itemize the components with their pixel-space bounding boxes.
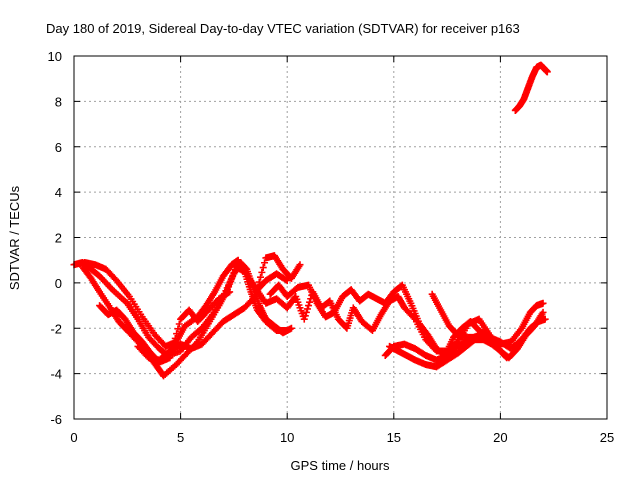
data-point-marker bbox=[287, 324, 295, 332]
data-point-marker bbox=[305, 302, 313, 310]
data-point-marker bbox=[543, 68, 551, 76]
data-point-marker bbox=[258, 268, 266, 276]
y-tick-label: 10 bbox=[48, 49, 62, 64]
data-point-marker bbox=[250, 294, 258, 302]
data-point-marker bbox=[169, 344, 177, 352]
data-point-marker bbox=[173, 330, 181, 338]
data-point-marker bbox=[301, 312, 309, 320]
series-track-5 bbox=[96, 288, 234, 366]
data-point-marker bbox=[541, 315, 549, 323]
data-point-marker bbox=[283, 327, 291, 335]
grid-lines bbox=[74, 56, 607, 419]
data-point-marker bbox=[300, 315, 308, 323]
data-point-marker bbox=[251, 292, 259, 300]
x-tick-label: 5 bbox=[177, 430, 184, 445]
x-tick-label: 15 bbox=[387, 430, 401, 445]
chart-title: Day 180 of 2019, Sidereal Day-to-day VTE… bbox=[46, 21, 520, 36]
plot-frame bbox=[73, 55, 608, 420]
data-point-marker bbox=[303, 305, 311, 313]
data-point-marker bbox=[174, 325, 182, 333]
y-tick-label: 4 bbox=[55, 185, 62, 200]
data-point-marker bbox=[259, 264, 267, 272]
series-track-11 bbox=[511, 61, 551, 114]
tick-labels: 0 5 10 15 20 25 -6 -4 -2 0 2 4 6 8 10 bbox=[48, 49, 615, 445]
data-point-marker bbox=[175, 320, 183, 328]
data-point-marker bbox=[224, 289, 232, 297]
data-point-marker bbox=[282, 276, 290, 284]
x-tick-label: 0 bbox=[70, 430, 77, 445]
y-tick-label: 8 bbox=[55, 94, 62, 109]
y-tick-label: 2 bbox=[55, 231, 62, 246]
data-point-marker bbox=[166, 354, 174, 362]
series-track-7 bbox=[266, 281, 504, 359]
y-tick-label: -2 bbox=[50, 321, 62, 336]
data-point-marker bbox=[255, 278, 263, 286]
y-tick-label: 0 bbox=[55, 276, 62, 291]
y-tick-label: 6 bbox=[55, 140, 62, 155]
series-track-10 bbox=[428, 290, 547, 348]
data-point-marker bbox=[283, 277, 291, 285]
data-point-marker bbox=[167, 349, 175, 357]
x-tick-label: 10 bbox=[280, 430, 294, 445]
x-tick-label: 20 bbox=[493, 430, 507, 445]
data-point-marker bbox=[296, 261, 304, 269]
y-tick-label: -6 bbox=[50, 412, 62, 427]
data-point-marker bbox=[539, 299, 547, 307]
data-point-marker bbox=[539, 308, 547, 316]
data-point-marker bbox=[261, 259, 269, 267]
data-point-marker bbox=[226, 288, 234, 296]
x-axis-label: GPS time / hours bbox=[291, 458, 390, 473]
data-point-marker bbox=[171, 334, 179, 342]
x-tick-label: 25 bbox=[600, 430, 614, 445]
y-tick-label: -4 bbox=[50, 367, 62, 382]
data-point-marker bbox=[302, 308, 310, 316]
y-axis-label: SDTVAR / TECUs bbox=[7, 185, 22, 290]
data-point-marker bbox=[306, 298, 314, 306]
data-point-marker bbox=[257, 273, 265, 281]
data-points bbox=[70, 61, 551, 380]
data-point-marker bbox=[170, 339, 178, 347]
